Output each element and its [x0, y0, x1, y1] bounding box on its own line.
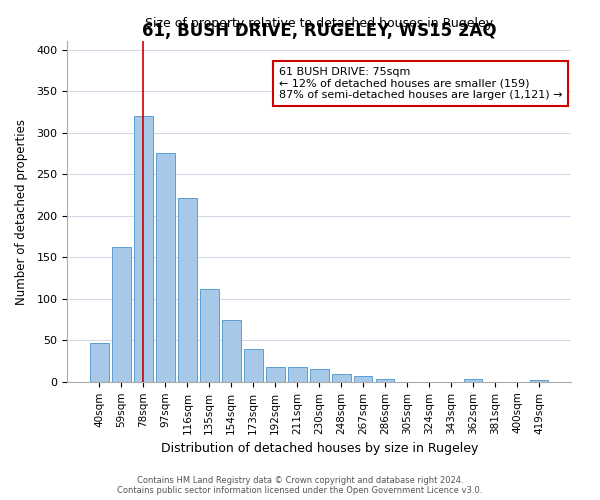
Bar — [464, 380, 482, 382]
Y-axis label: Number of detached properties: Number of detached properties — [15, 118, 28, 304]
Bar — [310, 368, 329, 382]
Bar — [112, 246, 131, 382]
Bar — [156, 152, 175, 382]
Bar — [134, 116, 153, 382]
Text: 61 BUSH DRIVE: 75sqm
← 12% of detached houses are smaller (159)
87% of semi-deta: 61 BUSH DRIVE: 75sqm ← 12% of detached h… — [279, 67, 562, 100]
X-axis label: Distribution of detached houses by size in Rugeley: Distribution of detached houses by size … — [161, 442, 478, 455]
Bar — [530, 380, 548, 382]
Bar — [332, 374, 350, 382]
Bar — [376, 380, 394, 382]
Bar — [200, 289, 218, 382]
Bar — [354, 376, 373, 382]
Text: Size of property relative to detached houses in Rugeley: Size of property relative to detached ho… — [145, 16, 493, 30]
Bar — [288, 367, 307, 382]
Bar — [178, 198, 197, 382]
Bar — [266, 367, 284, 382]
Bar — [90, 343, 109, 382]
Title: 61, BUSH DRIVE, RUGELEY, WS15 2AQ: 61, BUSH DRIVE, RUGELEY, WS15 2AQ — [142, 22, 497, 40]
Text: Contains HM Land Registry data © Crown copyright and database right 2024.
Contai: Contains HM Land Registry data © Crown c… — [118, 476, 482, 495]
Bar — [222, 320, 241, 382]
Bar — [244, 350, 263, 382]
